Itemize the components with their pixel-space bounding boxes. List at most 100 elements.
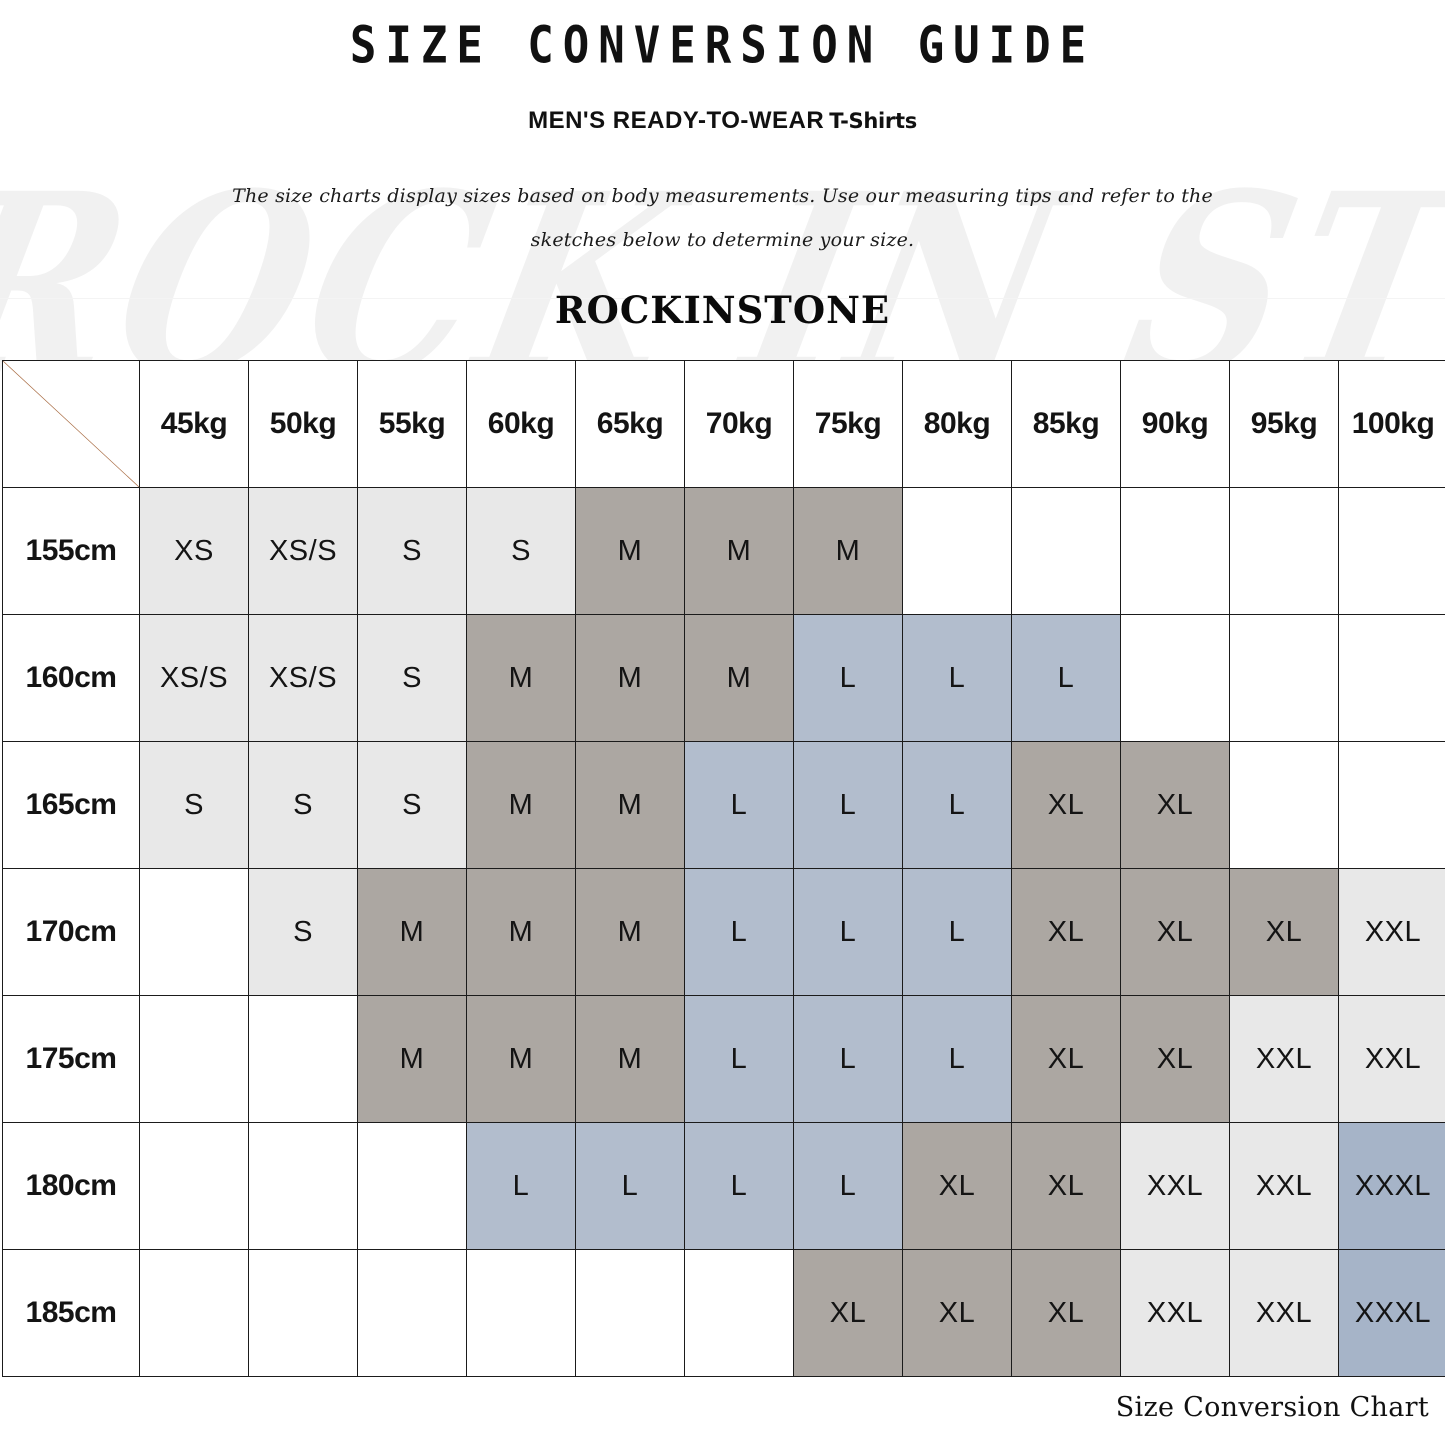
size-cell: XL	[1229, 868, 1339, 996]
column-header-weight: 60kg	[466, 360, 576, 488]
size-table-wrapper: 45kg 50kg 55kg 60kg 65kg 70kg 75kg 80kg 85kg 90kg…	[2, 360, 1445, 1377]
size-cell: L	[684, 1122, 794, 1250]
empty-cell	[357, 1122, 467, 1250]
table-row: 180cm L L L L XL XL XXL XXL XXXL	[2, 1122, 1445, 1250]
size-cell: M	[793, 487, 903, 615]
row-header-height: 170cm	[2, 868, 140, 996]
size-cell: XL	[1011, 741, 1121, 869]
empty-cell	[466, 1249, 576, 1377]
column-header-weight: 45kg	[139, 360, 249, 488]
size-cell: XL	[1120, 868, 1230, 996]
size-cell: XL	[793, 1249, 903, 1377]
empty-cell	[1011, 487, 1121, 615]
size-cell: XL	[902, 1249, 1012, 1377]
size-cell: S	[357, 741, 467, 869]
size-cell: XXL	[1338, 868, 1445, 996]
column-header-weight: 75kg	[793, 360, 903, 488]
size-cell: L	[793, 1122, 903, 1250]
size-cell: XS/S	[248, 487, 358, 615]
table-header-row: 45kg 50kg 55kg 60kg 65kg 70kg 75kg 80kg 85kg 90kg…	[2, 360, 1445, 488]
subtitle-row: MEN'S READY-TO-WEAR T-Shirts	[0, 107, 1445, 138]
size-cell: XL	[1011, 995, 1121, 1123]
size-cell: S	[357, 487, 467, 615]
size-cell: XL	[1011, 1249, 1121, 1377]
size-cell: XXXL	[1338, 1122, 1445, 1250]
size-cell: M	[466, 614, 576, 742]
size-cell: S	[248, 868, 358, 996]
column-header-weight: 100kg	[1338, 360, 1445, 488]
table-row: 185cm XL XL XL XXL XXL XXXL	[2, 1249, 1445, 1377]
size-cell: M	[357, 868, 467, 996]
brand-name: ROCKINSTONE	[554, 288, 891, 332]
subtitle-product: T-Shirts	[829, 109, 917, 133]
empty-cell	[248, 995, 358, 1123]
table-row: 160cm XS/S XS/S S M M M L L L	[2, 614, 1445, 742]
size-cell: M	[357, 995, 467, 1123]
size-cell: XXXL	[1338, 1249, 1445, 1377]
header-block: SIZE CONVERSION GUIDE MEN'S READY-TO-WEA…	[0, 0, 1445, 332]
chart-caption: Size Conversion Chart	[1115, 1392, 1429, 1423]
size-cell: L	[902, 741, 1012, 869]
size-cell: XL	[902, 1122, 1012, 1250]
empty-cell	[248, 1122, 358, 1250]
empty-cell	[902, 487, 1012, 615]
size-cell: XS/S	[139, 614, 249, 742]
row-header-height: 165cm	[2, 741, 140, 869]
size-cell: M	[575, 487, 685, 615]
empty-cell	[248, 1249, 358, 1377]
size-conversion-table: 45kg 50kg 55kg 60kg 65kg 70kg 75kg 80kg 85kg 90kg…	[2, 360, 1445, 1377]
empty-cell	[139, 1122, 249, 1250]
empty-cell	[575, 1249, 685, 1377]
size-cell: XL	[1011, 868, 1121, 996]
size-cell: L	[793, 741, 903, 869]
row-header-height: 160cm	[2, 614, 140, 742]
size-cell: S	[357, 614, 467, 742]
empty-cell	[1338, 614, 1445, 742]
empty-cell	[1229, 741, 1339, 869]
size-cell: M	[575, 868, 685, 996]
size-cell: S	[466, 487, 576, 615]
row-header-height: 155cm	[2, 487, 140, 615]
column-header-weight: 50kg	[248, 360, 358, 488]
empty-cell	[357, 1249, 467, 1377]
size-cell: XXL	[1120, 1122, 1230, 1250]
size-cell: XXL	[1338, 995, 1445, 1123]
size-cell: M	[684, 487, 794, 615]
column-header-weight: 65kg	[575, 360, 685, 488]
size-cell: L	[902, 995, 1012, 1123]
empty-cell	[139, 995, 249, 1123]
size-cell: L	[575, 1122, 685, 1250]
empty-cell	[684, 1249, 794, 1377]
table-row: 170cm S M M M L L L XL XL XL XXL	[2, 868, 1445, 996]
size-cell: S	[139, 741, 249, 869]
size-table-body: 45kg 50kg 55kg 60kg 65kg 70kg 75kg 80kg 85kg 90kg…	[2, 360, 1445, 1377]
size-cell: M	[684, 614, 794, 742]
size-cell: L	[684, 741, 794, 869]
size-cell: L	[466, 1122, 576, 1250]
empty-cell	[139, 1249, 249, 1377]
size-cell: S	[248, 741, 358, 869]
size-cell: XL	[1120, 995, 1230, 1123]
size-cell: XXL	[1229, 995, 1339, 1123]
size-cell: L	[793, 614, 903, 742]
size-cell: L	[902, 868, 1012, 996]
row-header-height: 180cm	[2, 1122, 140, 1250]
size-cell: XL	[1120, 741, 1230, 869]
size-cell: M	[466, 868, 576, 996]
subtitle-category: MEN'S READY-TO-WEAR	[528, 107, 825, 134]
column-header-weight: 55kg	[357, 360, 467, 488]
empty-cell	[139, 868, 249, 996]
size-cell: L	[684, 995, 794, 1123]
empty-cell	[1229, 614, 1339, 742]
size-cell: M	[466, 741, 576, 869]
size-cell: L	[684, 868, 794, 996]
empty-cell	[1120, 487, 1230, 615]
size-cell: L	[793, 868, 903, 996]
size-cell: L	[902, 614, 1012, 742]
size-cell: XS	[139, 487, 249, 615]
column-header-weight: 95kg	[1229, 360, 1339, 488]
size-cell: M	[575, 995, 685, 1123]
empty-cell	[1120, 614, 1230, 742]
size-cell: XS/S	[248, 614, 358, 742]
table-row: 165cm S S S M M L L L XL XL	[2, 741, 1445, 869]
